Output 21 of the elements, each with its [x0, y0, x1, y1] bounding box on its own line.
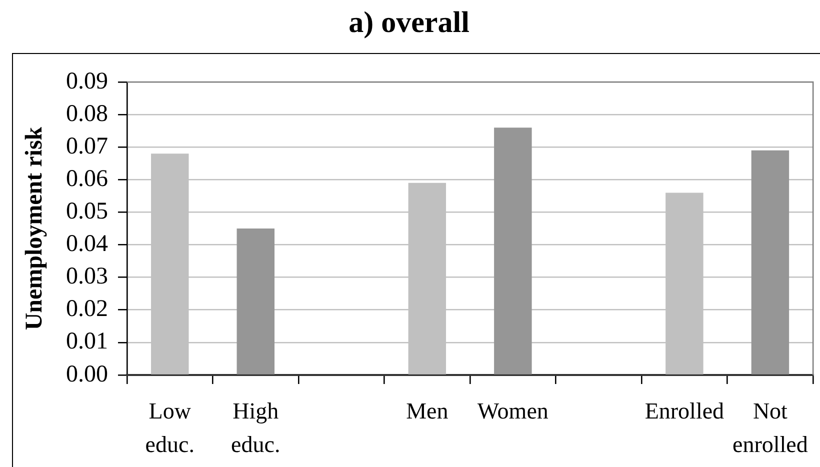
y-axis-title: Unemployment risk [22, 126, 48, 330]
x-tick-label: Not enrolled [732, 398, 808, 458]
x-tick-label: Low educ. [145, 398, 194, 458]
bar [236, 228, 275, 374]
x-tick-label: Men [406, 398, 449, 424]
y-tick-label: 0.03 [66, 264, 108, 290]
x-tick-label: High educ. [231, 398, 280, 458]
y-tick-label: 0.09 [66, 68, 108, 94]
y-tick-label: 0.06 [66, 166, 108, 192]
y-tick-label: 0.07 [66, 133, 108, 160]
bar [494, 128, 532, 374]
y-tick-label: 0.05 [66, 198, 108, 225]
x-tick-label: Women [477, 398, 549, 424]
y-tick-label: 0.00 [66, 361, 108, 388]
x-tick-label: Enrolled [644, 398, 725, 424]
chart-title: a) overall [348, 6, 470, 39]
y-tick-label: 0.04 [66, 231, 108, 258]
y-tick-label: 0.01 [66, 328, 108, 355]
bar [751, 150, 790, 374]
y-tick-label: 0.02 [66, 296, 108, 322]
y-tick-label: 0.08 [66, 100, 108, 127]
